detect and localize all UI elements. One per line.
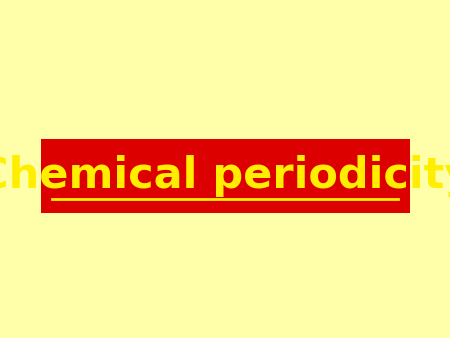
Bar bbox=[40, 139, 410, 213]
Text: Chemical periodicity: Chemical periodicity bbox=[0, 155, 450, 197]
